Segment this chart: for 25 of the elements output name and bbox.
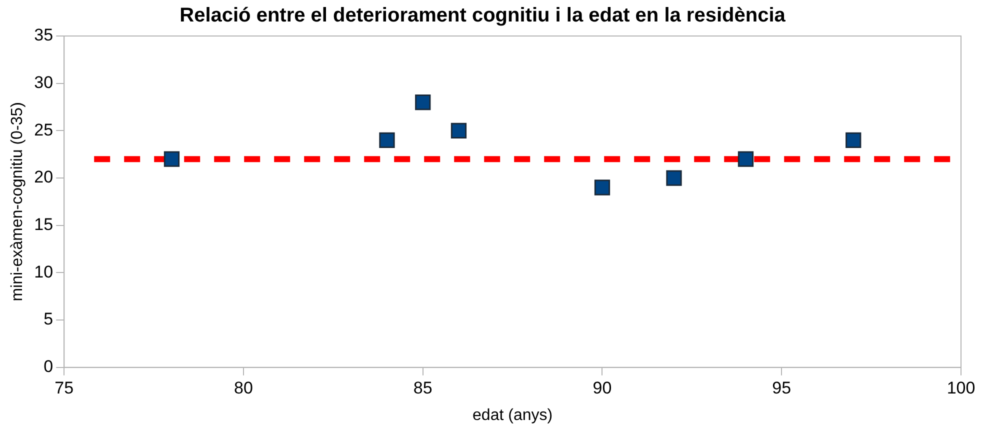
y-axis-title: mini-exàmen-cognitiu (0-35) xyxy=(9,102,26,302)
x-tick-label: 100 xyxy=(946,378,976,398)
y-tick-label: 25 xyxy=(34,120,54,140)
point xyxy=(666,170,682,186)
y-tick-label: 30 xyxy=(34,73,54,92)
x-tick-label: 90 xyxy=(592,378,612,398)
y-tick-label: 20 xyxy=(34,168,54,187)
point xyxy=(594,180,610,196)
point xyxy=(450,122,467,139)
point xyxy=(379,132,395,148)
x-tick-label: 75 xyxy=(54,378,74,398)
x-tick-label: 95 xyxy=(772,378,792,398)
x-axis-title: edat (anys) xyxy=(472,406,553,424)
point xyxy=(415,94,431,110)
y-tick-label: 5 xyxy=(44,310,54,329)
y-tick-label: 15 xyxy=(34,215,54,234)
point xyxy=(846,132,862,148)
x-tick-label: 80 xyxy=(234,378,253,398)
point xyxy=(164,151,180,167)
chart-title: Relació entre el deteriorament cognitiu i la edat en la residència xyxy=(180,4,786,27)
point xyxy=(738,151,754,167)
x-tick-label: 85 xyxy=(413,378,432,398)
y-tick-label: 0 xyxy=(44,357,54,376)
y-tick-label: 35 xyxy=(34,26,54,45)
y-tick-label: 10 xyxy=(34,262,54,282)
